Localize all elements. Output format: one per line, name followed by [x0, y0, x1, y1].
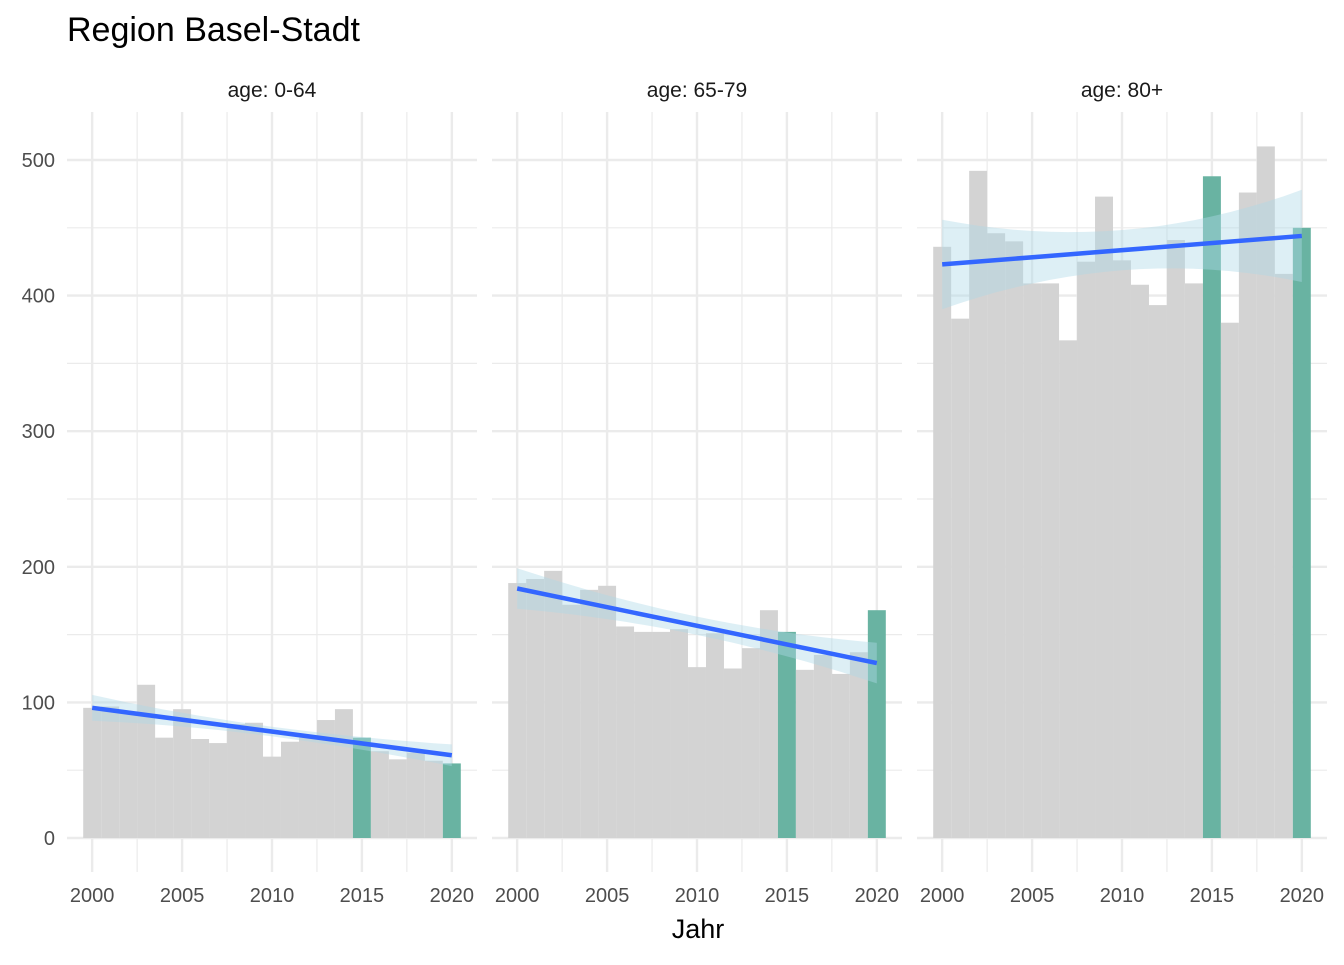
- bar: [598, 585, 617, 838]
- bar: [1274, 273, 1293, 838]
- bar: [1077, 261, 1096, 838]
- bar: [723, 668, 742, 838]
- x-tick-label: 2000: [70, 885, 115, 907]
- bar-highlight: [352, 737, 371, 838]
- bar: [227, 724, 246, 838]
- bar: [1059, 340, 1078, 838]
- x-axis-label: Jahr: [672, 914, 725, 944]
- x-tick-label: 2000: [920, 885, 965, 907]
- bar: [1256, 146, 1275, 838]
- bar: [424, 760, 443, 838]
- bar: [759, 610, 778, 838]
- bar: [616, 626, 635, 838]
- bar: [933, 246, 952, 838]
- x-tick-label: 2015: [340, 885, 385, 907]
- y-tick-label: 100: [22, 692, 55, 714]
- y-axis: 0 100 200 300 400 500: [22, 150, 55, 850]
- x-tick-label: 2005: [1010, 885, 1055, 907]
- bar: [795, 669, 814, 838]
- bar: [526, 579, 545, 838]
- y-tick-label: 200: [22, 557, 55, 579]
- x-tick-label: 2005: [160, 885, 205, 907]
- x-tick-label: 2010: [675, 885, 720, 907]
- trend-line: [91, 705, 453, 758]
- bar: [544, 570, 563, 838]
- bar: [1238, 192, 1257, 838]
- bar: [388, 759, 407, 838]
- trend-line: [941, 233, 1303, 267]
- bar: [1166, 240, 1185, 838]
- y-tick-label: 400: [22, 286, 55, 308]
- bar: [951, 318, 970, 839]
- x-tick-label: 2010: [1100, 885, 1145, 907]
- bar: [209, 743, 228, 838]
- bar: [831, 673, 850, 838]
- bar-highlight: [1292, 227, 1311, 839]
- y-tick-label: 500: [22, 150, 55, 172]
- facet-panel: age: 65-79 2000 2005 2010 2015 2020: [492, 79, 902, 907]
- bar: [298, 737, 317, 838]
- bar: [155, 737, 174, 838]
- bar: [1005, 241, 1024, 839]
- bar: [670, 629, 688, 838]
- y-tick-label: 0: [44, 828, 55, 850]
- bar: [245, 722, 263, 838]
- bar: [370, 751, 389, 838]
- bar: [652, 631, 671, 838]
- chart-title: Region Basel-Stadt: [67, 11, 361, 49]
- bar: [813, 654, 832, 838]
- bar-highlight: [867, 610, 886, 838]
- bar: [849, 652, 868, 838]
- bar: [316, 720, 335, 838]
- x-tick-label: 2020: [1280, 885, 1325, 907]
- bar: [1113, 260, 1131, 838]
- bar: [688, 667, 706, 838]
- bar: [173, 709, 192, 838]
- bar: [1095, 196, 1113, 838]
- x-tick-label: 2000: [495, 885, 540, 907]
- facet-panel: age: 0-64 2000 2005 2010 2015 2020: [67, 79, 477, 907]
- facet-label: age: 0-64: [228, 79, 317, 102]
- bar: [987, 233, 1006, 838]
- bar: [508, 583, 527, 838]
- bar: [1184, 283, 1203, 838]
- bar: [191, 739, 210, 838]
- x-tick-label: 2015: [765, 885, 810, 907]
- bar: [119, 713, 138, 838]
- bar: [263, 756, 281, 838]
- bar: [406, 752, 425, 838]
- facet-panel: age: 80+ 2000 2005 2010 2015 2020: [917, 79, 1327, 907]
- bar: [137, 684, 156, 838]
- bar: [580, 589, 599, 838]
- bar: [706, 633, 724, 838]
- x-tick-label: 2020: [855, 885, 900, 907]
- bar: [281, 741, 299, 838]
- x-tick-label: 2015: [1190, 885, 1235, 907]
- x-tick-label: 2005: [585, 885, 630, 907]
- bar: [634, 631, 653, 838]
- bar: [1131, 284, 1149, 838]
- x-tick-label: 2010: [250, 885, 295, 907]
- bar: [1041, 283, 1060, 838]
- bar: [1148, 305, 1167, 838]
- trend-line: [516, 586, 878, 666]
- panels: age: 0-64 2000 2005 2010 2015 2020 age: 65-79 2…: [67, 79, 1327, 907]
- bar: [334, 709, 353, 838]
- bar-highlight: [442, 763, 461, 838]
- bar: [562, 604, 581, 838]
- facet-label: age: 80+: [1081, 79, 1163, 102]
- bar: [101, 706, 120, 838]
- facet-label: age: 65-79: [647, 79, 747, 102]
- y-tick-label: 300: [22, 421, 55, 443]
- x-tick-label: 2020: [430, 885, 475, 907]
- bar: [1023, 283, 1042, 838]
- bar: [741, 648, 760, 838]
- bar: [969, 170, 988, 838]
- bar-highlight: [777, 631, 796, 838]
- bar-highlight: [1202, 176, 1221, 839]
- bar: [83, 707, 102, 838]
- bar: [1220, 322, 1239, 839]
